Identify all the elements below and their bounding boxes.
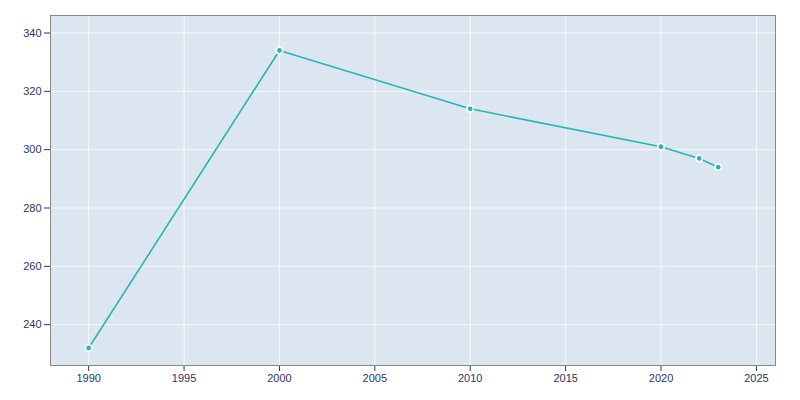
- svg-text:2000: 2000: [267, 372, 291, 384]
- svg-text:2025: 2025: [744, 372, 768, 384]
- svg-text:2020: 2020: [649, 372, 673, 384]
- svg-text:300: 300: [23, 143, 41, 155]
- svg-text:240: 240: [23, 318, 41, 330]
- svg-text:340: 340: [23, 27, 41, 39]
- svg-text:280: 280: [23, 202, 41, 214]
- svg-text:2010: 2010: [458, 372, 482, 384]
- svg-text:1995: 1995: [172, 372, 196, 384]
- svg-text:2005: 2005: [363, 372, 387, 384]
- svg-text:320: 320: [23, 85, 41, 97]
- svg-text:1990: 1990: [76, 372, 100, 384]
- svg-text:2015: 2015: [553, 372, 577, 384]
- svg-text:260: 260: [23, 260, 41, 272]
